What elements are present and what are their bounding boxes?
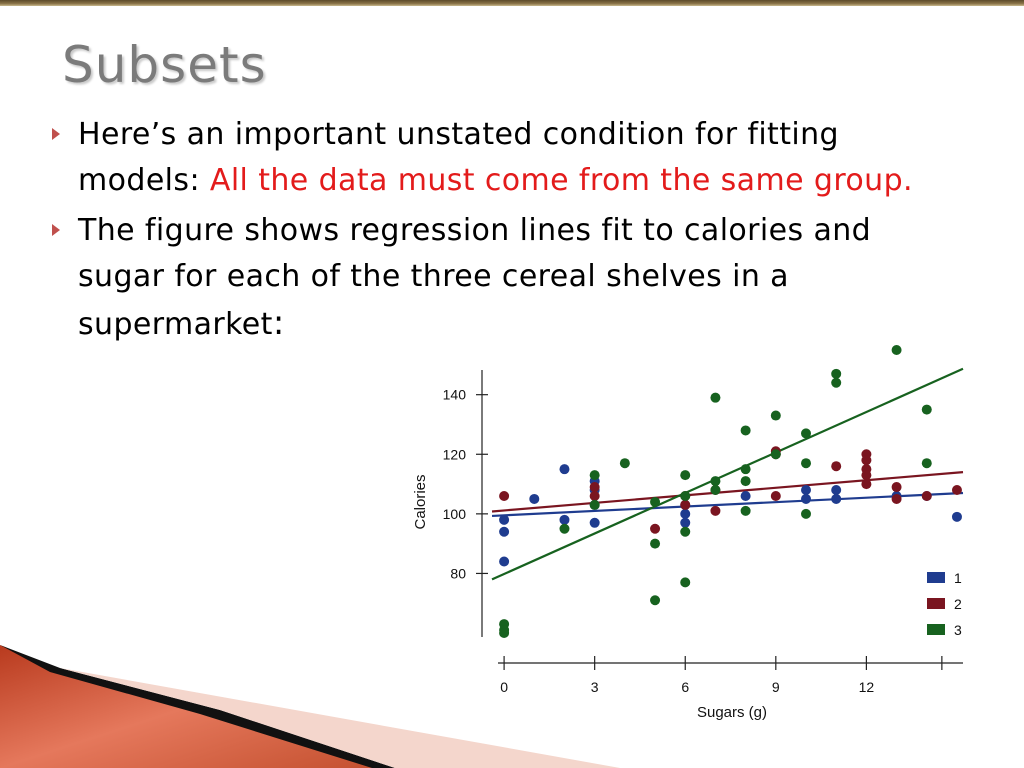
data-point-series-3 <box>499 628 510 639</box>
data-point-series-1 <box>499 526 510 537</box>
data-point-series-3 <box>619 458 630 469</box>
data-point-series-3 <box>921 404 932 415</box>
data-point-series-3 <box>680 526 691 537</box>
y-tick-label: 80 <box>450 565 466 581</box>
data-point-series-3 <box>891 345 902 355</box>
data-point-series-2 <box>680 499 691 510</box>
data-point-series-2 <box>831 461 842 472</box>
data-point-series-3 <box>710 476 721 487</box>
bullet-item-1: Here’s an important unstated condition f… <box>48 112 928 204</box>
data-point-series-2 <box>589 482 600 493</box>
x-tick-label: 12 <box>859 679 875 695</box>
data-point-series-3 <box>680 577 691 588</box>
data-point-series-1 <box>801 493 812 504</box>
data-point-series-3 <box>589 470 600 481</box>
data-point-series-3 <box>740 476 751 487</box>
x-tick-label: 3 <box>591 679 599 695</box>
data-point-series-1 <box>801 485 812 496</box>
data-point-series-3 <box>680 470 691 481</box>
data-point-series-1 <box>559 514 570 525</box>
data-point-series-2 <box>861 470 872 481</box>
data-point-series-3 <box>770 410 781 421</box>
data-point-series-2 <box>650 523 661 534</box>
legend-label-2: 2 <box>954 596 962 612</box>
data-point-series-3 <box>680 490 691 501</box>
data-point-series-1 <box>499 556 510 567</box>
bullet-1-highlight: All the data must come from the same gro… <box>209 163 913 198</box>
bullet-item-2: The figure shows regression lines fit to… <box>48 208 928 348</box>
data-point-series-2 <box>891 482 902 493</box>
bullet-2-text: The figure shows regression lines fit to… <box>78 213 872 342</box>
chart-legend: 1 2 3 <box>927 570 962 638</box>
x-tick-label: 9 <box>772 679 780 695</box>
regression-line-1 <box>491 491 964 518</box>
data-point-series-3 <box>801 458 812 469</box>
data-point-series-3 <box>801 508 812 519</box>
data-point-series-2 <box>710 505 721 516</box>
regression-lines <box>491 367 964 581</box>
slide-title: Subsets <box>62 36 267 94</box>
data-point-series-1 <box>589 517 600 528</box>
data-point-series-1 <box>529 493 540 504</box>
y-tick-label: 100 <box>443 506 467 522</box>
bullet-arrow-icon <box>52 224 60 236</box>
data-point-series-2 <box>861 479 872 490</box>
data-point-series-1 <box>499 514 510 525</box>
data-point-series-3 <box>650 595 661 606</box>
top-accent-bar <box>0 0 1024 6</box>
data-point-series-3 <box>710 392 721 403</box>
legend-label-1: 1 <box>954 570 962 586</box>
y-tick-label: 140 <box>443 387 467 403</box>
data-point-series-1 <box>831 485 842 496</box>
data-point-series-1 <box>680 508 691 519</box>
data-point-series-3 <box>650 496 661 507</box>
data-point-series-2 <box>921 490 932 501</box>
regression-line-3 <box>491 367 964 581</box>
data-point-series-2 <box>499 490 510 501</box>
data-point-series-3 <box>559 523 570 534</box>
data-point-series-1 <box>951 511 962 522</box>
data-point-series-3 <box>740 464 751 475</box>
x-tick-label: 0 <box>500 679 508 695</box>
data-point-series-3 <box>740 505 751 516</box>
data-point-series-2 <box>891 493 902 504</box>
bullet-list: Here’s an important unstated condition f… <box>48 112 928 352</box>
data-point-series-2 <box>589 490 600 501</box>
data-point-series-3 <box>921 458 932 469</box>
data-point-series-1 <box>740 490 751 501</box>
data-point-series-1 <box>680 517 691 528</box>
data-point-series-2 <box>861 455 872 466</box>
data-point-series-3 <box>740 425 751 436</box>
data-point-series-2 <box>770 490 781 501</box>
legend-swatch-3 <box>927 624 945 635</box>
regression-line-2 <box>491 471 964 513</box>
data-points <box>499 345 962 639</box>
bullet-1-text: Here’s an important unstated condition f… <box>78 117 839 198</box>
data-point-series-1 <box>831 493 842 504</box>
data-point-series-3 <box>831 377 842 388</box>
data-point-series-3 <box>710 485 721 496</box>
legend-label-3: 3 <box>954 622 962 638</box>
bullet-2-colon: : <box>272 303 285 343</box>
bullet-arrow-icon <box>52 128 60 140</box>
data-point-series-3 <box>589 499 600 510</box>
data-point-series-1 <box>559 464 570 475</box>
x-axis-label: Sugars (g) <box>697 704 767 720</box>
data-point-series-3 <box>770 449 781 460</box>
x-tick-label: 6 <box>681 679 689 695</box>
y-tick-label: 120 <box>443 446 467 462</box>
decorative-swoosh <box>0 645 620 768</box>
data-point-series-3 <box>831 368 842 379</box>
data-point-series-3 <box>650 538 661 549</box>
y-axis-label: Calories <box>412 474 429 529</box>
legend-swatch-2 <box>927 598 945 609</box>
data-point-series-3 <box>801 428 812 439</box>
data-point-series-2 <box>951 485 962 496</box>
legend-swatch-1 <box>927 572 945 583</box>
